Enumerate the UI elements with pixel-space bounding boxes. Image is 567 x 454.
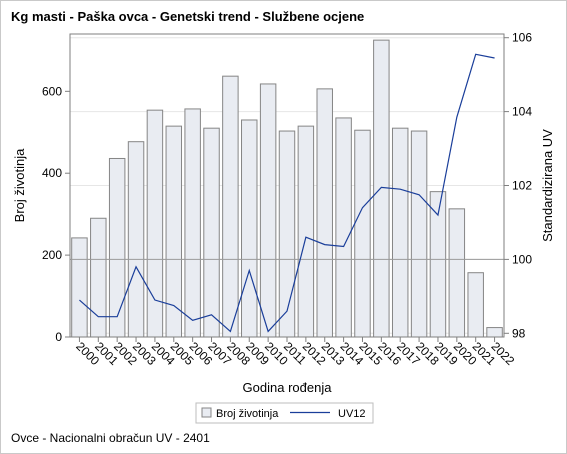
bar [486, 327, 503, 338]
y2-tick-label: 106 [512, 31, 532, 45]
bar [278, 130, 296, 338]
y-axis-title: Broj životinja [12, 148, 27, 222]
bar [184, 108, 201, 338]
legend-label-bars: Broj životinja [216, 408, 279, 420]
y-tick-label: 0 [55, 330, 62, 344]
y-tick-label: 600 [42, 84, 62, 98]
bar [354, 129, 371, 338]
y2-tick-label: 100 [512, 252, 532, 266]
bar [71, 237, 88, 338]
bar [391, 127, 409, 338]
bar [222, 75, 239, 338]
bar [373, 39, 390, 338]
bar [259, 83, 277, 338]
y2-tick-label: 98 [512, 326, 526, 340]
x-axis-title: Godina rođenja [243, 380, 333, 395]
legend-box [195, 402, 374, 424]
y-tick-label: 400 [42, 166, 62, 180]
bar [203, 127, 220, 338]
bar [410, 130, 428, 338]
bar [316, 88, 333, 338]
series-line-uv12 [79, 53, 495, 333]
chart-footer: Ovce - Nacionalni obračun UV - 2401 [11, 431, 210, 445]
y2-axis-title: Standardizirana UV [540, 129, 555, 242]
y-tick-label: 200 [42, 248, 62, 262]
bar [90, 217, 107, 338]
y2-tick-label: 104 [512, 105, 532, 119]
y2-tick-label: 102 [512, 179, 532, 193]
chart-title: Kg masti - Paška ovca - Genetski trend -… [11, 9, 365, 24]
bar [335, 117, 352, 338]
bar [448, 208, 466, 338]
bar [467, 272, 484, 338]
bar [297, 125, 315, 338]
legend-label-line: UV12 [338, 408, 366, 420]
bar [241, 119, 258, 338]
bar [108, 157, 126, 338]
legend-swatch-bars [201, 407, 212, 418]
bar [127, 141, 145, 338]
bar [146, 109, 164, 338]
